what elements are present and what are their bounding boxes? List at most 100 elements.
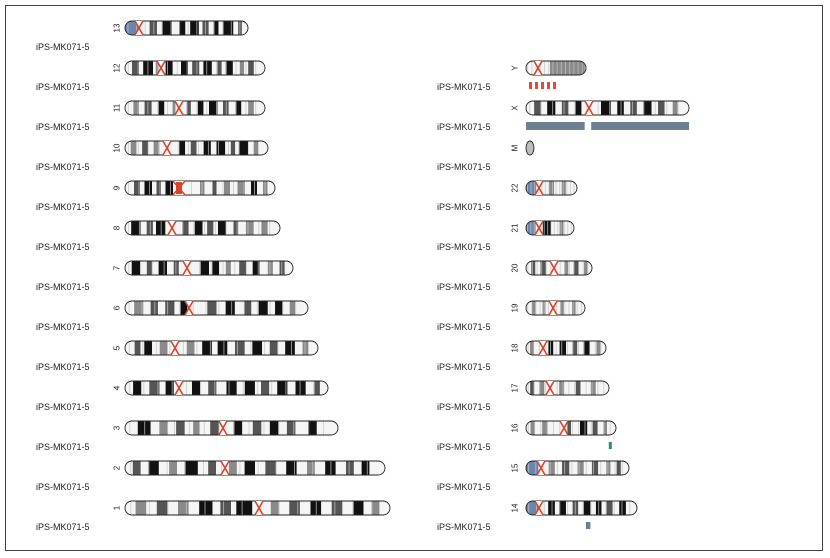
chromosome-l4-stripe [299, 381, 301, 395]
chromosome-r18-stripe [538, 341, 540, 355]
chromosome-l7-stripe [210, 261, 212, 275]
chromosome-l1-stripe [278, 501, 280, 515]
chromosome-l9-stripe [243, 181, 245, 195]
chromosome-r18-stripe [544, 341, 546, 355]
chromosome-r17-stripe [556, 381, 558, 395]
chromosome-l6-stripe [205, 301, 207, 315]
chromosome-rx-band [600, 101, 611, 115]
chromosome-r19-stripe [539, 301, 541, 315]
chromosome-rm-stripe [529, 141, 531, 155]
chromosome-l2-band [286, 461, 297, 475]
chromosome-l2-band [148, 461, 159, 475]
chromosome-l11-stripe [196, 101, 198, 115]
chromosome-r15-stripe [571, 461, 573, 475]
chromosome-r21-stripe [567, 221, 569, 235]
chromosome-l1-stripe [297, 501, 299, 515]
chromosome-r18-stripe [561, 341, 563, 355]
chromosome-ry-stripe [577, 61, 579, 75]
chromosome-r14-stripe [590, 501, 592, 515]
chromosome-l5-stripe [209, 341, 211, 355]
chromosome-ry-outline [525, 60, 587, 76]
chromosome-l6-stripe [256, 301, 258, 315]
chromosome-r18-stripe [589, 341, 591, 355]
chromosome-l3-band [210, 421, 219, 435]
chromosome-l10-band [239, 141, 248, 155]
chromosome-r20-stripe [527, 261, 529, 275]
chromosome-l9-band [144, 181, 152, 195]
chromosome-l9-stripe [222, 181, 224, 195]
chromosome-r17-band [539, 381, 545, 395]
chromosome-r16-stripe [603, 421, 605, 435]
chromosome-l4-outline [124, 380, 329, 396]
chromosome-rm-stripe [528, 141, 530, 155]
chromosome-l11-stripe [235, 101, 237, 115]
chromosome-l7-stripe [175, 261, 177, 275]
chromosome-l6-centromere [184, 300, 194, 316]
chromosome-r15-stripe [578, 461, 580, 475]
chromosome-l2-outline [124, 460, 386, 476]
chromosome-label-21: 21 [511, 223, 520, 232]
chromosome-l7-stripe [257, 261, 259, 275]
chromosome-label-12: 12 [113, 63, 122, 72]
chromosome-l6-stripe [231, 301, 233, 315]
chromosome-r19-stripe [547, 301, 549, 315]
chromosome-l10-stripe [127, 141, 129, 155]
chromosome-l3-stripe [293, 421, 295, 435]
chromosome-r16-stripe [565, 421, 567, 435]
chromosome-r16-centromere [559, 420, 569, 436]
chromosome-l6-stripe [167, 301, 169, 315]
chromosome-l1-band [331, 501, 343, 515]
chromosome-r19-stripe [568, 301, 570, 315]
chromosome-l6-band [243, 301, 252, 315]
chromosome-l8-stripe [160, 221, 162, 235]
chromosome-l6-stripe [243, 301, 245, 315]
chromosome-r20-band [540, 261, 546, 275]
chromosome-rx-centromere [584, 100, 594, 116]
sample-label: iPS-MK071-5 [437, 522, 491, 532]
chromosome-l11-stripe [216, 101, 217, 115]
chromosome-l8-band [218, 221, 226, 235]
chromosome-l12-stripe [186, 61, 188, 75]
chromosome-l10-centromere [162, 140, 172, 156]
chromosome-r18-stripe [572, 341, 574, 355]
chromosome-r17-stripe [550, 381, 552, 395]
chromosome-l13-band [179, 21, 186, 35]
chromosome-r21-stripe [550, 221, 552, 235]
chromosome-r14-band [619, 501, 626, 515]
chromosome-l1-centromere [254, 500, 264, 516]
chromosome-l4-stripe [157, 381, 159, 395]
chromosome-r18-stripe [594, 341, 596, 355]
chromosome-l2-band [307, 461, 315, 475]
chromosome-l13-stripe [127, 21, 129, 35]
chromosome-r19-stripe [531, 301, 533, 315]
chromosome-l3-band [308, 421, 317, 435]
chromosome-l6-stripe [282, 301, 284, 315]
sample-label: iPS-MK071-5 [437, 482, 491, 492]
chromosome-r18-stripe [527, 341, 529, 355]
chromosome-l10-stripe [167, 141, 169, 155]
chromosome-l1-stripe [148, 501, 150, 515]
chromosome-l3-band [233, 421, 243, 435]
chromosome-l9-stripe [149, 181, 150, 195]
chromosome-l4-stripe [256, 381, 258, 395]
chromosome-label-2: 2 [113, 465, 122, 470]
chromosome-l9-stripe [233, 181, 234, 195]
chromosome-l2-stripe [348, 461, 350, 475]
chromosome-r22-band [548, 181, 555, 195]
chromosome-l2-band [184, 461, 198, 475]
chromosome-l9-outline [124, 180, 276, 196]
chromosome-label-4: 4 [113, 385, 122, 390]
chromosome-label-22: 22 [511, 183, 520, 192]
chromosome-l7-stripe [163, 261, 165, 275]
chromosome-l11-stripe [167, 101, 168, 115]
chromosome-r14-stripe [605, 501, 607, 515]
chromosome-l8-band [245, 221, 254, 235]
chromosome-rx-stripe [586, 101, 588, 115]
chromosome-l7-band [131, 261, 141, 275]
chromosome-l5-stripe [169, 341, 171, 355]
chromosome-r16-band [542, 421, 548, 435]
chromosome-l11-stripe [186, 101, 188, 115]
chromosome-l12-stripe [206, 61, 208, 75]
chromosome-l8-stripe [204, 221, 206, 235]
chromosome-l7-band [212, 261, 220, 275]
